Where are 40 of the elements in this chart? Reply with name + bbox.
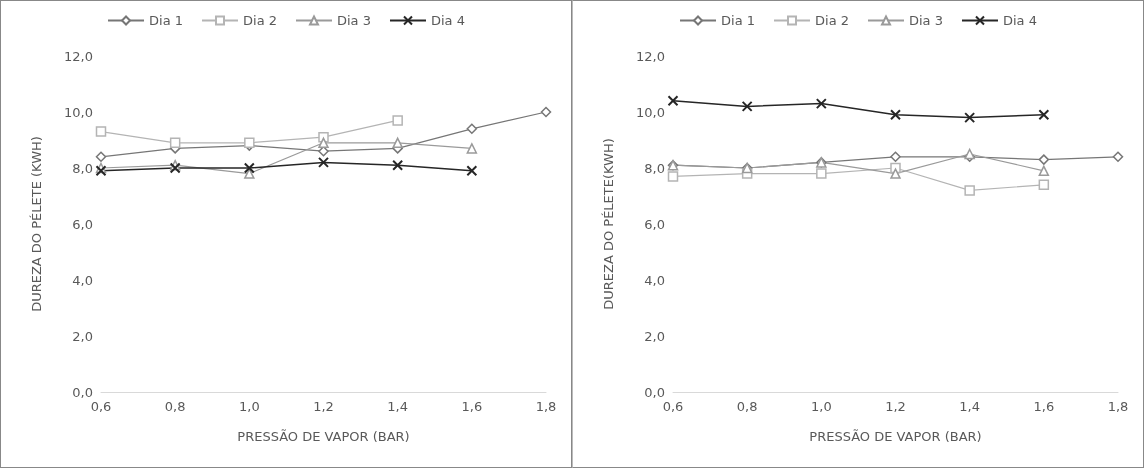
- y-tick-label: 0,0: [72, 384, 93, 400]
- x-tick-label: 1,0: [810, 399, 832, 414]
- x-tick-label: 0,6: [90, 399, 112, 414]
- legend-label: Dia 3: [337, 13, 371, 28]
- y-axis-title: DUREZA DO PÉLETE (KWH): [29, 136, 44, 312]
- x-tick-label: 1,2: [885, 399, 906, 414]
- x-tick-label: 1,4: [959, 399, 981, 414]
- x-tick-label: 0,8: [164, 399, 186, 414]
- y-tick-label: 0,0: [644, 384, 665, 400]
- legend-label: Dia 4: [1002, 13, 1037, 28]
- y-tick-label: 8,0: [644, 160, 665, 176]
- x-tick-label: 1,4: [387, 399, 409, 414]
- y-tick-label: 10,0: [64, 104, 93, 120]
- y-tick-label: 6,0: [72, 216, 93, 232]
- y-tick-label: 2,0: [72, 328, 93, 344]
- x-tick-label: 1,8: [535, 399, 557, 414]
- y-tick-label: 8,0: [72, 160, 93, 176]
- x-tick-label: 1,2: [313, 399, 334, 414]
- x-axis-title: PRESSÃO DE VAPOR (BAR): [237, 429, 410, 444]
- y-axis-title: DUREZA DO PÉLETE(KWH): [601, 138, 616, 310]
- y-tick-label: 10,0: [636, 104, 665, 120]
- y-tick-label: 4,0: [72, 272, 93, 288]
- legend-label: Dia 4: [430, 13, 465, 28]
- x-axis-title: PRESSÃO DE VAPOR (BAR): [809, 429, 982, 444]
- x-tick-label: 1,6: [461, 399, 483, 414]
- legend-label: Dia 2: [243, 13, 278, 28]
- x-tick-label: 1,8: [1107, 399, 1129, 414]
- x-tick-label: 1,0: [238, 399, 260, 414]
- x-tick-label: 0,8: [736, 399, 758, 414]
- y-tick-label: 12,0: [636, 48, 665, 64]
- y-tick-label: 12,0: [64, 48, 93, 64]
- legend-label: Dia 1: [149, 13, 184, 28]
- legend-label: Dia 3: [909, 13, 943, 28]
- y-tick-label: 2,0: [644, 328, 665, 344]
- x-tick-label: 1,6: [1033, 399, 1055, 414]
- legend-label: Dia 1: [721, 13, 756, 28]
- x-tick-label: 0,6: [662, 399, 684, 414]
- legend-label: Dia 2: [815, 13, 850, 28]
- y-tick-label: 4,0: [644, 272, 665, 288]
- y-tick-label: 6,0: [644, 216, 665, 232]
